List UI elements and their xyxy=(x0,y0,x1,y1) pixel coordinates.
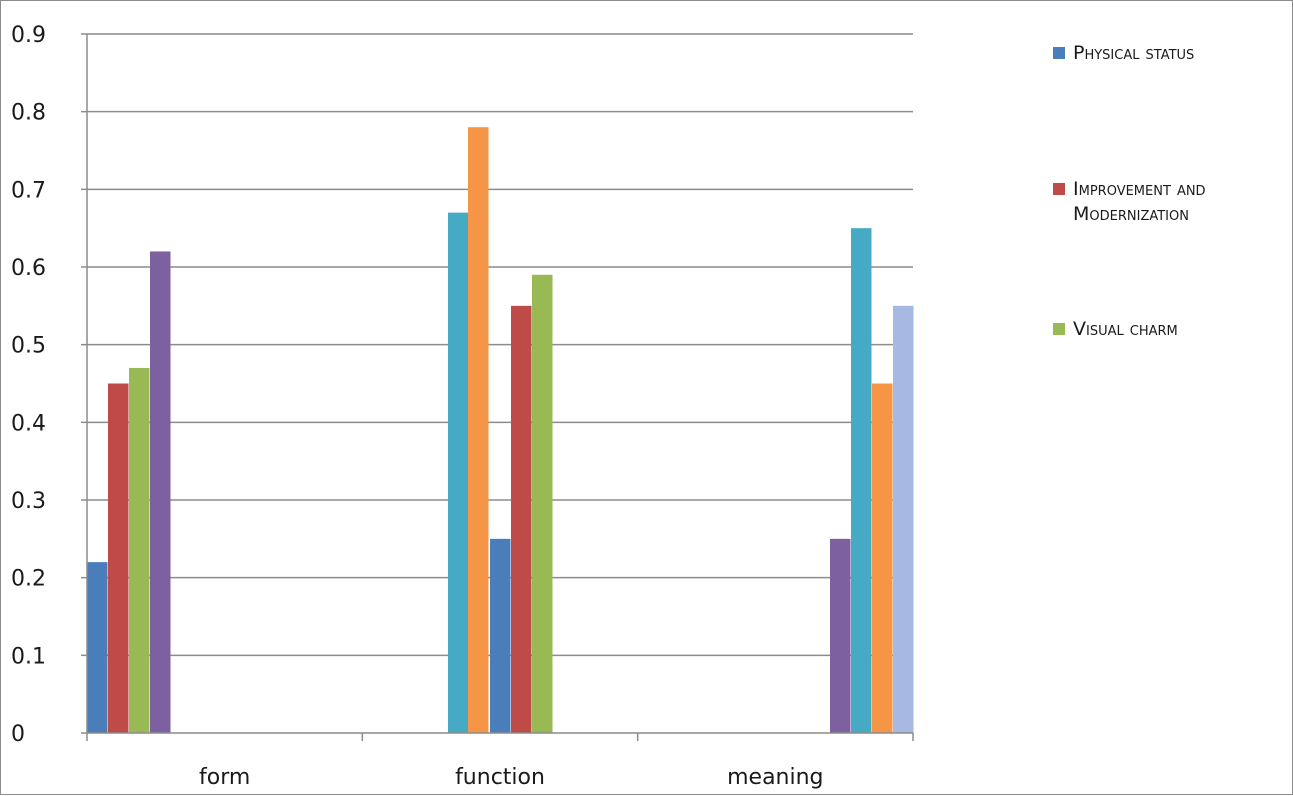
y-tick-label: 0.1 xyxy=(11,644,46,669)
y-tick-label: 0.7 xyxy=(11,178,46,203)
legend-label: Visual charm xyxy=(1073,318,1178,340)
y-tick-label: 0.9 xyxy=(11,23,46,48)
legend-swatch xyxy=(1053,47,1065,59)
y-tick-label: 0.6 xyxy=(11,256,46,281)
bar-function-3 xyxy=(490,538,511,733)
legend-item-physical-status: Physical status xyxy=(1053,41,1289,66)
gridlines xyxy=(87,33,913,657)
legend-swatch xyxy=(1053,183,1065,195)
bar-function-1 xyxy=(448,212,469,734)
bar-form-3 xyxy=(129,367,150,733)
bar-form-1 xyxy=(87,562,108,733)
legend-label: Improvement and Modernization xyxy=(1073,178,1206,225)
x-category-label: meaning xyxy=(727,765,823,790)
bar-meaning-4 xyxy=(893,305,914,733)
bar-meaning-3 xyxy=(872,383,893,733)
bar-form-4 xyxy=(150,251,171,733)
legend-label: Physical status xyxy=(1073,42,1195,64)
bars xyxy=(87,127,914,734)
x-category-label: function xyxy=(455,765,545,790)
legend-item-visual-charm: Visual charm xyxy=(1053,317,1289,342)
axes: 0 0.1 0.2 0.3 0.4 0.5 0.6 0.7 0.8 0.9 form function… xyxy=(11,23,914,790)
bar-function-4 xyxy=(511,305,532,733)
y-tick-label: 0.5 xyxy=(11,334,46,359)
x-category-label: form xyxy=(199,765,250,790)
y-tick-label: 0.4 xyxy=(11,411,46,436)
bar-meaning-1 xyxy=(830,538,851,733)
legend-item-improvement: Improvement and Modernization xyxy=(1053,177,1289,227)
y-tick-label: 0 xyxy=(11,722,25,747)
bar-function-2 xyxy=(468,127,489,733)
y-tick-label: 0.8 xyxy=(11,101,46,126)
bar-form-2 xyxy=(108,383,129,733)
legend-swatch xyxy=(1053,323,1065,335)
bar-meaning-2 xyxy=(851,228,872,733)
y-tick-label: 0.3 xyxy=(11,489,46,514)
y-tick-label: 0.2 xyxy=(11,567,46,592)
bar-function-5 xyxy=(532,274,553,733)
